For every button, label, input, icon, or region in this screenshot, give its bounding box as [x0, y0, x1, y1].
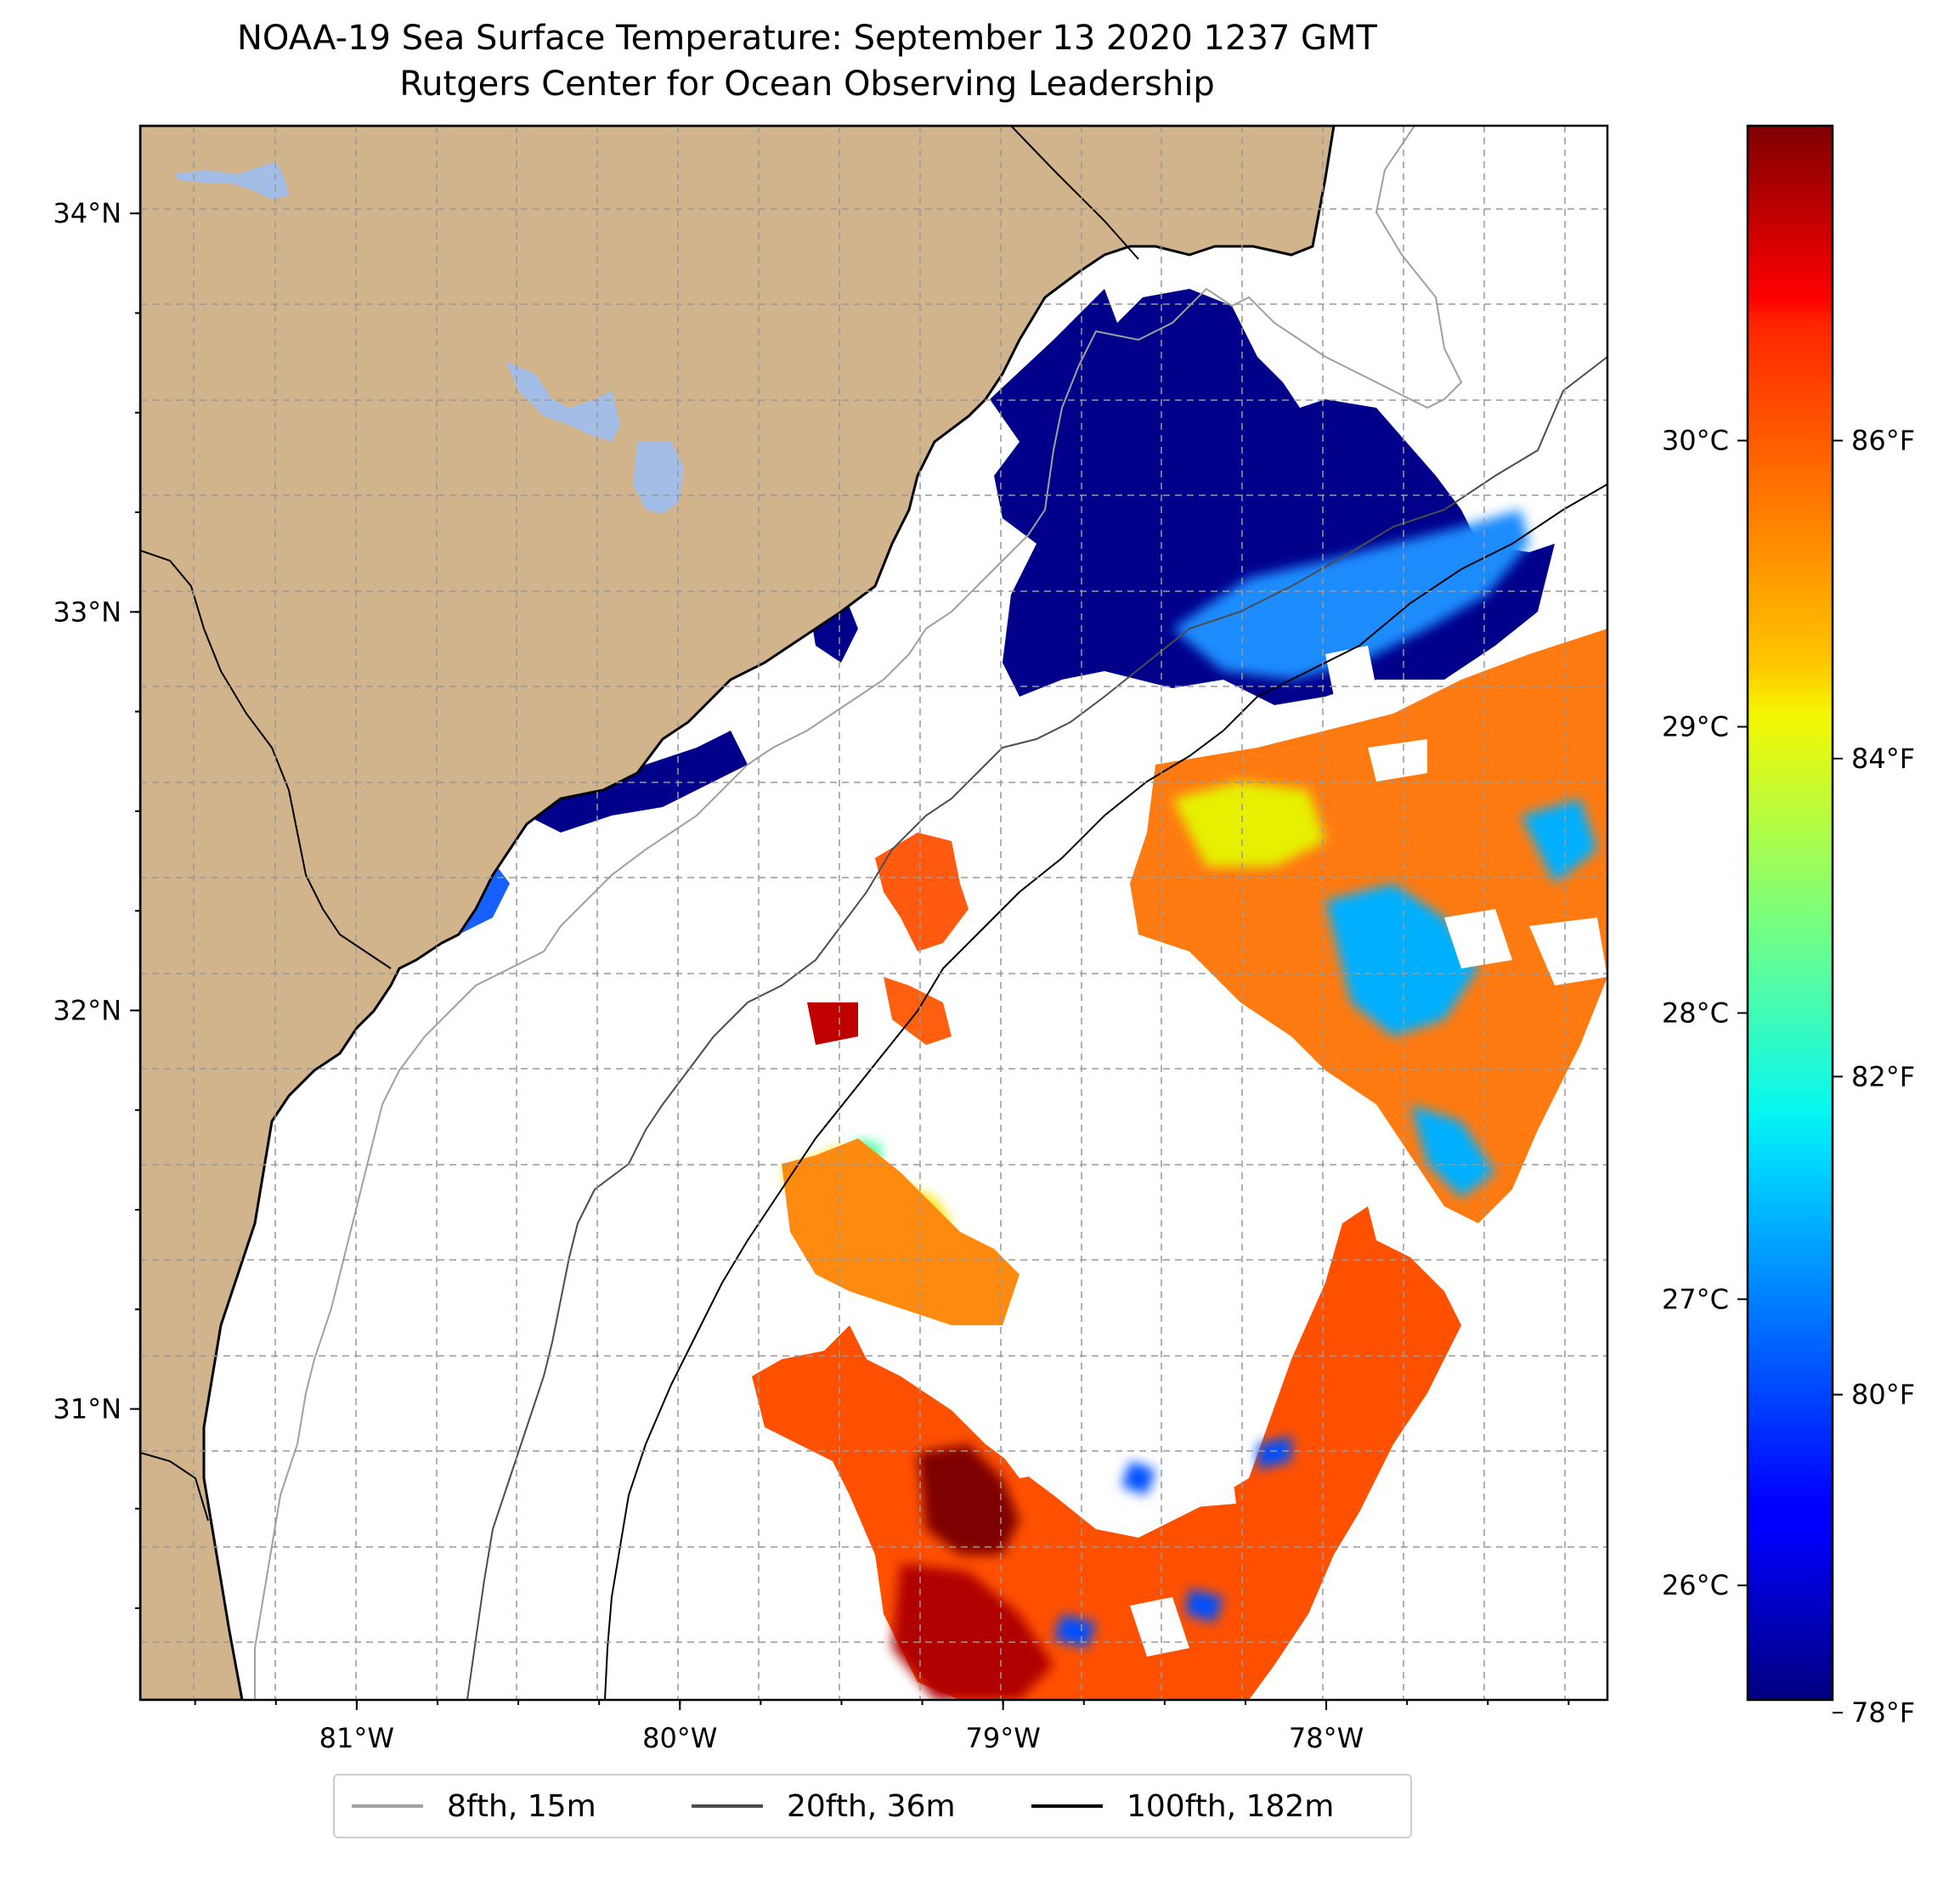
lat-tick-label: 32°N: [53, 994, 121, 1026]
sst-cool-band: [1172, 510, 1529, 680]
sst-hot-core: [918, 1444, 1020, 1555]
lat-tick-label: 33°N: [53, 596, 121, 628]
lon-tick-label: 78°W: [1289, 1722, 1364, 1754]
legend-swatch-20fth: [692, 1804, 763, 1808]
sst-southern-orange-north: [782, 1138, 1020, 1325]
sst-hot-south: [892, 1563, 1053, 1700]
legend-swatch-8fth: [352, 1804, 423, 1808]
map-frame: [138, 124, 1609, 1702]
contour-8fth: [254, 126, 1463, 1700]
sst-eastern-yellow: [1172, 782, 1325, 867]
sst-eastern-cool-patches: [1325, 799, 1597, 1198]
colorbar-celsius-label: 26°C: [1662, 1569, 1729, 1601]
latitude-axis: 34°N 33°N 32°N 31°N: [53, 197, 140, 1426]
state-border-sc-ga: [140, 1452, 209, 1522]
colorbar-fahrenheit-label: 82°F: [1851, 1060, 1915, 1092]
lake-murray: [174, 161, 289, 200]
colorbar-celsius-axis: 26°C 27°C 28°C 29°C 30°C: [1662, 425, 1748, 1601]
contour-100fth: [604, 483, 1607, 1700]
colorbar: 26°C 27°C 28°C 29°C 30°C 78°F 80°F 82°F 84°F 86°…: [1662, 124, 1915, 1729]
state-border-nc-sc: [1010, 126, 1139, 260]
legend-label-100fth: 100fth, 182m: [1127, 1788, 1335, 1824]
colorbar-fahrenheit-label: 86°F: [1851, 425, 1915, 457]
legend-label-8fth: 8fth, 15m: [447, 1788, 596, 1824]
colorbar-fahrenheit-axis: 78°F 80°F 82°F 84°F 86°F: [1833, 425, 1915, 1729]
legend-label-20fth: 20fth, 36m: [787, 1788, 956, 1824]
colorbar-celsius-label: 30°C: [1662, 425, 1729, 457]
sst-cold-coastal-1: [527, 731, 748, 833]
gridlines: [140, 126, 1607, 1700]
sst-southern-no-data-holes: [994, 1436, 1236, 1657]
lon-tick-label: 81°W: [319, 1722, 394, 1754]
colorbar-fahrenheit-label: 78°F: [1851, 1697, 1915, 1729]
lat-tick-label: 34°N: [53, 197, 121, 229]
lon-tick-label: 79°W: [965, 1722, 1040, 1754]
lake-marion: [506, 361, 620, 442]
sst-southern-cool-spots: [1053, 1436, 1291, 1648]
lon-tick-label: 80°W: [642, 1722, 717, 1754]
colorbar-fahrenheit-label: 84°F: [1851, 742, 1915, 775]
longitude-axis: 81°W 80°W 79°W 78°W: [319, 1700, 1364, 1754]
map-title: NOAA-19 Sea Surface Temperature: Septemb…: [237, 19, 1377, 58]
legend-swatch-100fth: [1031, 1804, 1103, 1808]
legend-item-8fth: 8fth, 15m: [352, 1776, 596, 1837]
colorbar-celsius-label: 27°C: [1662, 1283, 1729, 1315]
contour-20fth: [466, 356, 1607, 1700]
colorbar-celsius-label: 29°C: [1662, 711, 1729, 743]
colorbar-celsius-label: 28°C: [1662, 996, 1729, 1029]
lat-tick-label: 31°N: [53, 1393, 121, 1426]
map-subtitle: Rutgers Center for Ocean Observing Leade…: [399, 65, 1215, 104]
sst-warm-mid-patch: [875, 833, 969, 951]
sst-east-no-data-holes: [1325, 646, 1607, 985]
land-mass: [140, 126, 1336, 1700]
legend-item-100fth: 100fth, 182m: [1031, 1776, 1334, 1837]
colorbar-gradient: [1746, 124, 1834, 1702]
legend-item-20fth: 20fth, 36m: [692, 1776, 956, 1837]
colorbar-fahrenheit-label: 80°F: [1851, 1379, 1915, 1411]
bathymetry-legend: 8fth, 15m 20fth, 36m 100fth, 182m: [333, 1774, 1412, 1838]
sst-warm-small-1: [807, 1002, 858, 1045]
